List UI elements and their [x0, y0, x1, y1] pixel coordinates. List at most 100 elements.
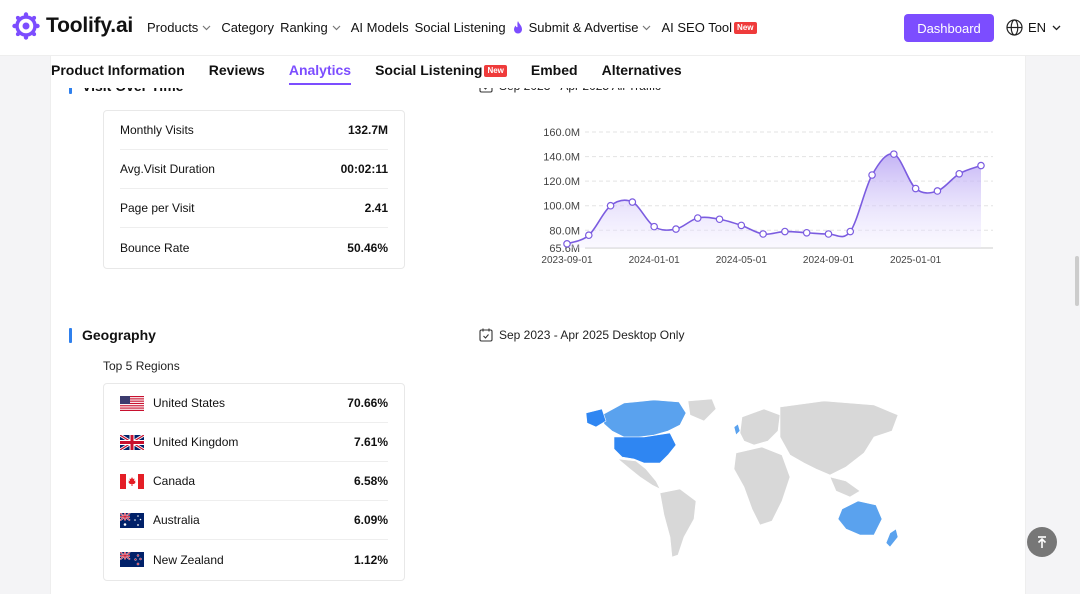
geography-date-range: Sep 2023 - Apr 2025 Desktop Only — [479, 328, 684, 342]
region-share: 70.66% — [347, 396, 388, 410]
region-row: United States 70.66% — [120, 384, 388, 423]
data-point[interactable] — [890, 150, 898, 158]
data-point[interactable] — [781, 227, 789, 236]
y-tick-label: 80.0M — [549, 225, 580, 237]
region-name: New Zealand — [153, 552, 224, 567]
region-row: Australia 6.09% — [120, 501, 388, 540]
map-greenland — [687, 398, 717, 422]
monthly-visits-chart[interactable]: 160.0M140.0M120.0M100.0M80.0M65.6M2023-0… — [481, 120, 1001, 270]
map-usa — [613, 432, 677, 464]
nav-products-label: Products — [147, 20, 199, 35]
stat-value: 2.41 — [364, 201, 388, 215]
data-point[interactable] — [563, 240, 571, 248]
data-point[interactable] — [824, 230, 833, 238]
map-uk — [733, 423, 741, 436]
region-share: 6.58% — [353, 474, 388, 488]
tab-label: Analytics — [288, 62, 352, 78]
visit-stats-card: Monthly Visits 132.7M Avg.Visit Duration… — [103, 110, 405, 269]
tab-alternatives[interactable]: Alternatives — [602, 56, 682, 88]
geography-title: Geography — [69, 327, 156, 343]
nav-social-listening[interactable]: Social Listening — [415, 20, 506, 35]
map-australia — [837, 500, 883, 536]
nav-category[interactable]: Category — [221, 20, 274, 35]
chevron-down-icon — [202, 25, 211, 30]
map-asia — [779, 400, 899, 476]
region-row: New Zealand 1.12% — [120, 540, 388, 579]
data-point[interactable] — [650, 222, 658, 231]
data-point[interactable] — [584, 231, 593, 240]
data-point[interactable] — [606, 201, 615, 210]
data-point[interactable] — [759, 230, 767, 238]
nz-flag-icon — [120, 552, 144, 567]
data-point[interactable] — [955, 169, 964, 178]
stat-label: Bounce Rate — [120, 240, 190, 255]
data-point[interactable] — [737, 221, 746, 230]
data-point[interactable] — [846, 227, 855, 236]
chevron-down-icon — [332, 25, 341, 30]
y-tick-label: 160.0M — [543, 127, 580, 139]
top-regions-heading: Top 5 Regions — [103, 359, 180, 373]
nav-category-label: Category — [221, 20, 275, 35]
nav-ranking-label: Ranking — [280, 20, 328, 35]
calendar-check-icon — [479, 328, 493, 342]
uk-flag-icon — [120, 434, 144, 450]
data-point[interactable] — [933, 187, 942, 195]
data-point[interactable] — [715, 215, 724, 224]
geography-title-text: Geography — [82, 327, 156, 343]
map-new-zealand — [885, 528, 899, 548]
nav-products[interactable]: Products — [147, 20, 215, 35]
page-scrollbar-thumb[interactable] — [1075, 256, 1079, 306]
region-share: 6.09% — [353, 513, 388, 527]
main-nav: Products Category Ranking AI Models Soci… — [147, 20, 763, 35]
globe-icon — [1006, 19, 1023, 36]
data-point[interactable] — [911, 184, 920, 193]
product-tabs: Product Information Reviews Analytics So… — [51, 56, 1025, 88]
tab-label: Social Listening — [375, 62, 483, 78]
data-point[interactable] — [628, 198, 637, 206]
y-tick-label: 120.0M — [543, 176, 580, 188]
stat-label: Monthly Visits — [120, 123, 194, 137]
y-tick-label: 140.0M — [543, 152, 580, 164]
region-row: Canada 6.58% — [120, 462, 388, 501]
tab-analytics[interactable]: Analytics — [288, 56, 352, 88]
dashboard-button[interactable]: Dashboard — [904, 14, 994, 42]
nav-ai-models[interactable]: AI Models — [351, 20, 409, 35]
tab-product-information[interactable]: Product Information — [51, 56, 185, 88]
new-badge: New — [734, 21, 757, 34]
stat-label: Page per Visit — [120, 201, 195, 215]
top-regions-card: United States 70.66% United Kingdom 7.61… — [103, 383, 405, 581]
geography-date-range-text: Sep 2023 - Apr 2025 Desktop Only — [499, 328, 685, 342]
flame-icon — [513, 20, 522, 33]
region-name: Australia — [153, 513, 200, 527]
stat-monthly-visits: Monthly Visits 132.7M — [120, 111, 388, 150]
data-point[interactable] — [868, 171, 876, 179]
map-mexico-central-america — [617, 458, 661, 490]
data-point[interactable] — [672, 225, 680, 233]
tab-label: Reviews — [208, 62, 265, 78]
data-point[interactable] — [977, 161, 985, 170]
brand-logo[interactable]: Toolify.ai — [12, 12, 133, 40]
data-point[interactable] — [802, 228, 811, 237]
data-point[interactable] — [693, 214, 702, 222]
tab-embed[interactable]: Embed — [531, 56, 578, 88]
world-traffic-map[interactable] — [584, 397, 904, 562]
tab-social-listening[interactable]: Social Listening New — [375, 56, 507, 88]
region-share: 7.61% — [353, 435, 388, 449]
tab-reviews[interactable]: Reviews — [209, 56, 265, 88]
region-name: United Kingdom — [153, 435, 239, 449]
map-south-america — [659, 488, 697, 558]
chevron-down-icon — [643, 25, 651, 30]
analytics-panel: Product Information Reviews Analytics So… — [50, 56, 1026, 594]
stat-bounce-rate: Bounce Rate 50.46% — [120, 228, 388, 267]
stat-value: 50.46% — [347, 240, 388, 255]
nav-submit-advertise[interactable]: Submit & Advertise — [512, 20, 656, 35]
back-to-top-button[interactable] — [1027, 527, 1057, 557]
nav-ranking[interactable]: Ranking — [280, 20, 345, 35]
stat-value: 00:02:11 — [340, 162, 388, 176]
language-selector[interactable]: EN — [1006, 19, 1061, 36]
map-southeast-asia — [829, 476, 861, 498]
nav-ai-seo-tool[interactable]: AI SEO Tool New — [661, 20, 757, 35]
x-tick-label: 2025-01-01 — [890, 255, 942, 266]
region-name: Canada — [153, 474, 196, 488]
visits-area-fill — [567, 153, 981, 248]
